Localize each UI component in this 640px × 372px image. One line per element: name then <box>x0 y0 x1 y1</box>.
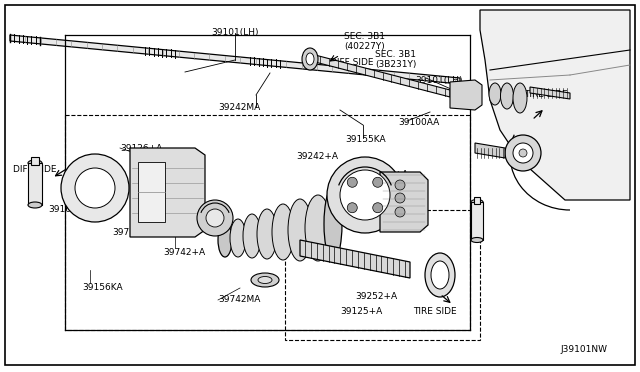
Circle shape <box>206 209 224 227</box>
Text: 39742MA: 39742MA <box>218 295 260 304</box>
Circle shape <box>505 135 541 171</box>
Bar <box>471 202 483 240</box>
Circle shape <box>395 180 405 190</box>
Polygon shape <box>130 148 205 237</box>
Polygon shape <box>530 87 570 99</box>
Polygon shape <box>138 162 165 222</box>
Text: 39125+A: 39125+A <box>340 307 382 316</box>
Ellipse shape <box>251 273 279 287</box>
Text: 39126+A: 39126+A <box>120 144 163 153</box>
Bar <box>474 197 480 204</box>
Ellipse shape <box>218 223 232 257</box>
Text: 39101(LH): 39101(LH) <box>211 28 259 37</box>
Ellipse shape <box>288 199 312 261</box>
Text: 39156KA: 39156KA <box>82 283 123 292</box>
Text: 39101(LH): 39101(LH) <box>415 76 463 85</box>
Circle shape <box>372 203 383 213</box>
Text: 39242MA: 39242MA <box>218 103 260 112</box>
Text: SEC. 3B1: SEC. 3B1 <box>375 50 416 59</box>
Text: DIFF SIDE: DIFF SIDE <box>330 58 374 67</box>
Ellipse shape <box>257 209 277 259</box>
Polygon shape <box>10 35 460 84</box>
Text: DIFF SIDE: DIFF SIDE <box>13 165 56 174</box>
Ellipse shape <box>272 204 294 260</box>
Polygon shape <box>480 10 630 200</box>
Circle shape <box>519 149 527 157</box>
Circle shape <box>372 177 383 187</box>
Circle shape <box>327 157 403 233</box>
Circle shape <box>395 207 405 217</box>
Polygon shape <box>475 143 505 158</box>
Text: (40227Y): (40227Y) <box>344 42 385 51</box>
Circle shape <box>340 170 390 220</box>
Ellipse shape <box>471 199 483 205</box>
Circle shape <box>348 203 357 213</box>
Ellipse shape <box>258 276 272 283</box>
Text: 39155KA: 39155KA <box>345 135 386 144</box>
Text: TIRE SIDE: TIRE SIDE <box>413 307 456 316</box>
Bar <box>31 157 39 165</box>
Ellipse shape <box>28 160 42 166</box>
Text: 39100AA: 39100AA <box>398 118 439 127</box>
Text: 39234+A: 39234+A <box>366 170 408 179</box>
Circle shape <box>513 143 533 163</box>
Text: 39734+A: 39734+A <box>112 228 154 237</box>
Text: 39242+A: 39242+A <box>296 152 338 161</box>
Ellipse shape <box>305 195 331 261</box>
Polygon shape <box>300 240 410 278</box>
Text: TIRE SIDE: TIRE SIDE <box>524 90 568 99</box>
Ellipse shape <box>324 187 342 261</box>
Text: 39742+A: 39742+A <box>163 248 205 257</box>
Ellipse shape <box>500 83 513 109</box>
Bar <box>65 115 470 330</box>
Ellipse shape <box>489 83 501 105</box>
Ellipse shape <box>302 48 318 70</box>
Text: J39101NW: J39101NW <box>560 345 607 354</box>
Circle shape <box>348 177 357 187</box>
Text: 3916L+A: 3916L+A <box>48 205 90 214</box>
Text: (3B231Y): (3B231Y) <box>375 60 417 69</box>
Circle shape <box>395 193 405 203</box>
Polygon shape <box>450 80 482 110</box>
Circle shape <box>197 200 233 236</box>
Ellipse shape <box>431 261 449 289</box>
Ellipse shape <box>243 214 261 258</box>
Text: 39252+A: 39252+A <box>355 292 397 301</box>
Ellipse shape <box>425 253 455 297</box>
Bar <box>285 210 480 340</box>
Circle shape <box>61 154 129 222</box>
Polygon shape <box>380 172 428 232</box>
Ellipse shape <box>471 237 483 243</box>
Ellipse shape <box>306 53 314 65</box>
Polygon shape <box>315 55 450 97</box>
Bar <box>28 163 42 205</box>
Circle shape <box>75 168 115 208</box>
Ellipse shape <box>513 83 527 113</box>
Ellipse shape <box>28 202 42 208</box>
Text: SEC. 3B1: SEC. 3B1 <box>344 32 385 41</box>
Ellipse shape <box>230 219 246 257</box>
